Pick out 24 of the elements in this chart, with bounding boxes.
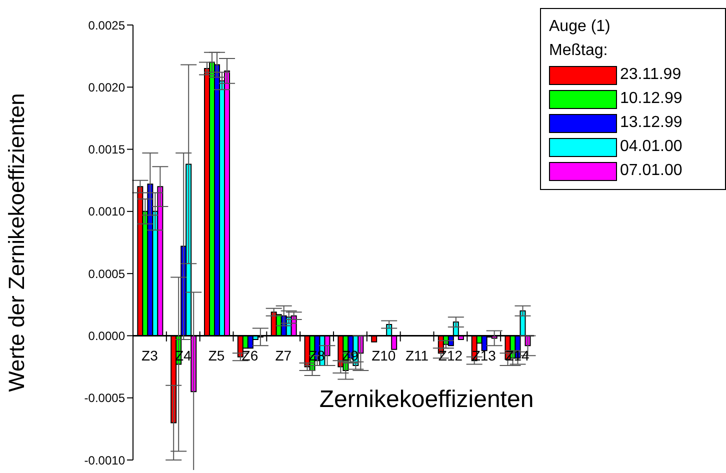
x-tick-label: Z5 bbox=[208, 347, 225, 364]
x-tick-label: Z10 bbox=[372, 347, 396, 364]
legend-label: 23.11.99 bbox=[620, 65, 682, 85]
legend-label: 07.01.00 bbox=[620, 161, 682, 181]
x-tick-label: Z6 bbox=[242, 347, 258, 364]
legend-title: Auge (1) Meßtag: bbox=[549, 17, 612, 61]
y-axis-title: Werte der Zernikekoeffizienten bbox=[4, 93, 29, 392]
y-tick-label: 0.0025 bbox=[88, 18, 126, 32]
y-tick-label: 0.0010 bbox=[88, 204, 126, 219]
y-tick-label: 0.0015 bbox=[88, 142, 126, 157]
x-tick-label: Z12 bbox=[438, 347, 463, 364]
legend-label: 13.12.99 bbox=[620, 113, 682, 133]
legend-label: 10.12.99 bbox=[620, 89, 682, 109]
x-tick-label: Z3 bbox=[142, 347, 158, 364]
x-tick-label: Z7 bbox=[275, 347, 292, 364]
y-tick-label: 0.0005 bbox=[88, 266, 126, 281]
x-tick-label: Z11 bbox=[405, 347, 429, 364]
y-tick-label: 0.0020 bbox=[88, 80, 126, 94]
y-tick-label: -0.0005 bbox=[84, 391, 126, 406]
x-tick-label: Z14 bbox=[505, 347, 530, 364]
y-tick-label: 0.0000 bbox=[88, 328, 126, 343]
legend-label: 04.01.00 bbox=[620, 137, 682, 157]
y-tick-label: -0.0010 bbox=[84, 453, 126, 468]
x-axis-title: Zernikekoeffizienten bbox=[318, 386, 535, 414]
